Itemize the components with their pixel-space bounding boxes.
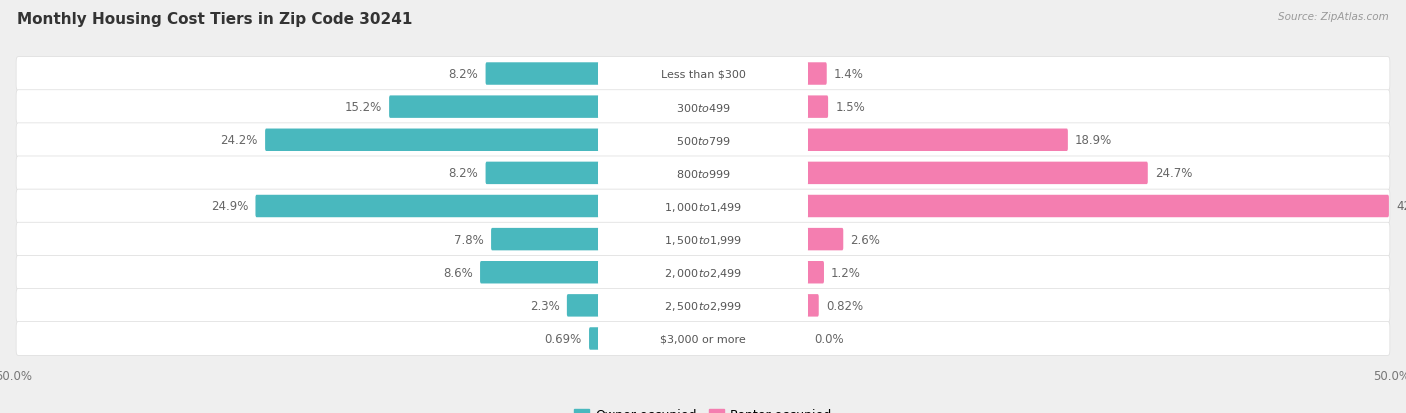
FancyBboxPatch shape bbox=[15, 57, 1391, 91]
Text: 8.6%: 8.6% bbox=[443, 266, 472, 279]
FancyBboxPatch shape bbox=[15, 256, 1391, 290]
FancyBboxPatch shape bbox=[491, 228, 600, 251]
FancyBboxPatch shape bbox=[806, 228, 844, 251]
FancyBboxPatch shape bbox=[485, 63, 600, 85]
FancyBboxPatch shape bbox=[15, 157, 1391, 190]
Text: 15.2%: 15.2% bbox=[344, 101, 382, 114]
Text: 0.0%: 0.0% bbox=[814, 332, 844, 345]
Text: Source: ZipAtlas.com: Source: ZipAtlas.com bbox=[1278, 12, 1389, 22]
Text: Less than $300: Less than $300 bbox=[661, 69, 745, 79]
FancyBboxPatch shape bbox=[598, 225, 808, 254]
FancyBboxPatch shape bbox=[567, 294, 600, 317]
Text: $1,000 to $1,499: $1,000 to $1,499 bbox=[664, 200, 742, 213]
FancyBboxPatch shape bbox=[598, 60, 808, 88]
FancyBboxPatch shape bbox=[598, 126, 808, 154]
Text: $300 to $499: $300 to $499 bbox=[675, 102, 731, 113]
FancyBboxPatch shape bbox=[598, 159, 808, 188]
FancyBboxPatch shape bbox=[598, 292, 808, 320]
Text: 8.2%: 8.2% bbox=[449, 167, 478, 180]
FancyBboxPatch shape bbox=[15, 190, 1391, 223]
Text: $800 to $999: $800 to $999 bbox=[675, 168, 731, 179]
FancyBboxPatch shape bbox=[15, 322, 1391, 356]
Text: 2.6%: 2.6% bbox=[851, 233, 880, 246]
FancyBboxPatch shape bbox=[15, 223, 1391, 256]
FancyBboxPatch shape bbox=[806, 195, 1389, 218]
Text: 1.5%: 1.5% bbox=[835, 101, 865, 114]
Text: 42.2%: 42.2% bbox=[1396, 200, 1406, 213]
Text: 1.2%: 1.2% bbox=[831, 266, 860, 279]
Text: 24.7%: 24.7% bbox=[1154, 167, 1192, 180]
FancyBboxPatch shape bbox=[806, 96, 828, 119]
Legend: Owner-occupied, Renter-occupied: Owner-occupied, Renter-occupied bbox=[568, 404, 838, 413]
Text: $500 to $799: $500 to $799 bbox=[675, 135, 731, 146]
Text: 24.2%: 24.2% bbox=[221, 134, 257, 147]
FancyBboxPatch shape bbox=[598, 259, 808, 287]
Text: 2.3%: 2.3% bbox=[530, 299, 560, 312]
FancyBboxPatch shape bbox=[806, 162, 1147, 185]
Text: 0.69%: 0.69% bbox=[544, 332, 582, 345]
Text: $2,500 to $2,999: $2,500 to $2,999 bbox=[664, 299, 742, 312]
FancyBboxPatch shape bbox=[266, 129, 600, 152]
FancyBboxPatch shape bbox=[806, 129, 1069, 152]
FancyBboxPatch shape bbox=[479, 261, 600, 284]
FancyBboxPatch shape bbox=[15, 289, 1391, 323]
Text: 8.2%: 8.2% bbox=[449, 68, 478, 81]
Text: $2,000 to $2,499: $2,000 to $2,499 bbox=[664, 266, 742, 279]
FancyBboxPatch shape bbox=[598, 93, 808, 121]
FancyBboxPatch shape bbox=[485, 162, 600, 185]
Text: 24.9%: 24.9% bbox=[211, 200, 249, 213]
Text: $3,000 or more: $3,000 or more bbox=[661, 334, 745, 344]
FancyBboxPatch shape bbox=[806, 261, 824, 284]
Text: 0.82%: 0.82% bbox=[825, 299, 863, 312]
FancyBboxPatch shape bbox=[806, 294, 818, 317]
Text: 7.8%: 7.8% bbox=[454, 233, 484, 246]
FancyBboxPatch shape bbox=[15, 90, 1391, 124]
FancyBboxPatch shape bbox=[598, 192, 808, 221]
Text: 1.4%: 1.4% bbox=[834, 68, 863, 81]
FancyBboxPatch shape bbox=[256, 195, 600, 218]
FancyBboxPatch shape bbox=[598, 325, 808, 353]
Text: $1,500 to $1,999: $1,500 to $1,999 bbox=[664, 233, 742, 246]
FancyBboxPatch shape bbox=[589, 328, 600, 350]
FancyBboxPatch shape bbox=[15, 123, 1391, 157]
Text: Monthly Housing Cost Tiers in Zip Code 30241: Monthly Housing Cost Tiers in Zip Code 3… bbox=[17, 12, 412, 27]
Text: 18.9%: 18.9% bbox=[1076, 134, 1112, 147]
FancyBboxPatch shape bbox=[389, 96, 600, 119]
FancyBboxPatch shape bbox=[806, 63, 827, 85]
